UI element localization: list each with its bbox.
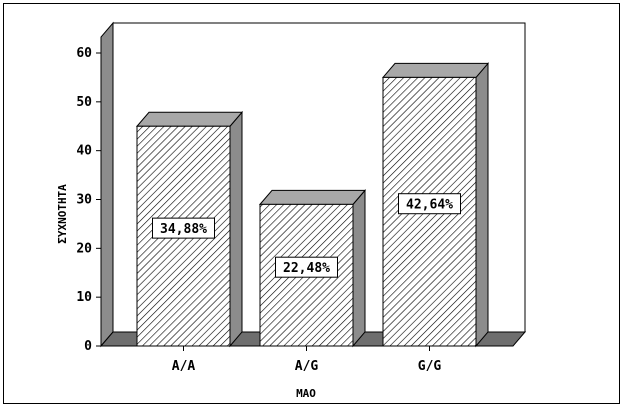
- bar-side: [475, 62, 489, 348]
- x-axis: A/A A/G G/G: [101, 345, 513, 374]
- y-tick-label-50: 50: [76, 95, 92, 110]
- y-tick-label-20: 20: [76, 241, 92, 256]
- bar-G-G: 42,64%: [381, 62, 490, 348]
- bar-top: [135, 111, 244, 127]
- y-tick-label-30: 30: [76, 193, 92, 208]
- x-tick-label-G-G: G/G: [418, 359, 442, 374]
- x-tick-label-A-G: A/G: [295, 359, 319, 374]
- bar-top: [381, 62, 490, 78]
- y-axis: 0 10 20 30 40 50 60: [76, 46, 102, 354]
- y-tick-label-10: 10: [76, 290, 92, 305]
- x-tick-label-A-A: A/A: [172, 359, 196, 374]
- y-axis-title: ΣΥΧΝΟΤΗΤΑ: [56, 184, 69, 244]
- y-tick-label-0: 0: [84, 339, 92, 354]
- y-tick-label-40: 40: [76, 144, 92, 159]
- left-wall: [100, 21, 114, 348]
- bar-A-A: 34,88%: [135, 110, 244, 348]
- y-tick-label-60: 60: [76, 46, 92, 61]
- bar-side: [352, 189, 366, 348]
- x-axis-title: MAO: [296, 387, 316, 400]
- data-label: 34,88%: [160, 222, 207, 237]
- data-label-box: [275, 256, 338, 278]
- data-label: 42,64%: [406, 198, 453, 213]
- data-label: 22,48%: [283, 261, 330, 276]
- bar-top: [258, 189, 367, 205]
- bar-A-G: 22,48%: [258, 189, 367, 348]
- bar-side: [229, 110, 243, 348]
- bars-group: 34,88% 22,48% 42,64%: [135, 62, 490, 348]
- data-label-box: [152, 217, 215, 239]
- data-label-box: [398, 193, 461, 215]
